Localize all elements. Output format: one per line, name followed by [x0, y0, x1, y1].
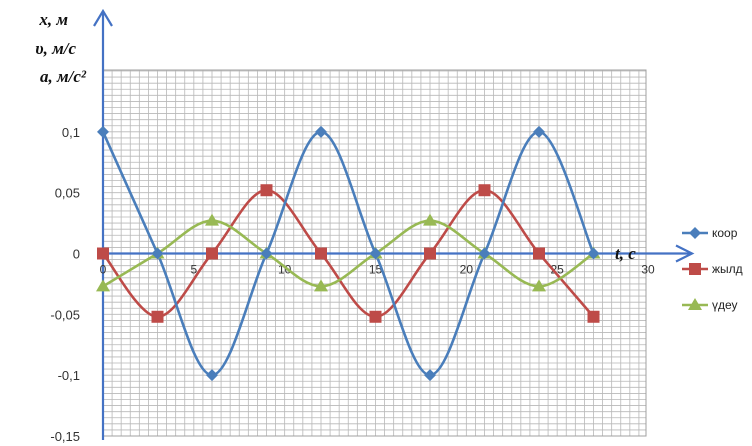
series-0-point: [587, 247, 600, 260]
series-line-1: [101, 188, 595, 319]
series-lines: [101, 130, 595, 377]
y-tick-labels: 0,1 0,05 0 -0,05 -0,1 -0,15: [50, 125, 80, 444]
series-1-point: [151, 310, 164, 323]
series-markers: [96, 125, 601, 382]
y-axis-title-line-2: υ, м/с: [35, 39, 76, 58]
legend-marker: [689, 227, 701, 239]
y-tick-label: -0,05: [50, 307, 80, 322]
legend-marker: [688, 298, 702, 310]
x-tick-label: 30: [641, 263, 655, 277]
series-line-2: [102, 219, 595, 288]
series-0-point: [315, 125, 327, 138]
x-tick-label: 15: [369, 263, 383, 277]
series-2-point: [423, 213, 437, 226]
series-0-point: [151, 247, 164, 260]
legend: коор жылд үдеу: [682, 226, 743, 312]
legend-label: жылд: [712, 262, 743, 276]
series-1-point: [260, 184, 273, 197]
y-axis-arrow: [93, 8, 113, 27]
series-0-point: [97, 125, 109, 138]
series-0-point: [533, 125, 545, 138]
x-axis-arrow: [675, 244, 695, 263]
legend-label: коор: [712, 226, 738, 240]
y-tick-label: 0,05: [55, 186, 80, 201]
series-0-point: [369, 247, 382, 260]
y-axis-title-line-3: a, м/с²: [40, 67, 87, 86]
series-2-point: [314, 279, 328, 292]
series-1-point: [478, 184, 491, 197]
series-2-point: [532, 279, 546, 292]
series-2-point: [96, 279, 110, 292]
series-1-point: [369, 310, 382, 323]
legend-label: үдеу: [712, 298, 738, 312]
series-2-point: [205, 213, 219, 226]
series-1-point: [206, 247, 218, 260]
series-0-point: [206, 369, 218, 382]
y-tick-label: -0,15: [50, 429, 80, 444]
series-1-point: [97, 247, 109, 260]
series-1-point: [424, 247, 436, 260]
series-0-point: [260, 247, 273, 260]
series-1-point: [533, 247, 545, 260]
y-tick-label: 0: [73, 247, 80, 262]
x-tick-labels: 0 5 10 15 20 25 30: [100, 263, 655, 277]
series-line-0: [101, 130, 595, 377]
series-1-point: [315, 247, 327, 260]
x-tick-label: 20: [460, 263, 474, 277]
y-tick-label: 0,1: [62, 125, 80, 140]
series-1-point: [587, 310, 600, 323]
legend-marker: [689, 263, 701, 275]
x-tick-label: 5: [190, 263, 197, 277]
x-axis-title: t, с: [615, 244, 636, 263]
x-tick-label: 25: [550, 263, 564, 277]
y-tick-label: -0,1: [58, 368, 80, 383]
x-tick-label: 0: [100, 263, 107, 277]
series-0-point: [424, 369, 436, 382]
x-tick-label: 10: [278, 263, 292, 277]
y-axis-title-line-1: x, м: [38, 10, 68, 29]
series-0-point: [478, 247, 491, 260]
